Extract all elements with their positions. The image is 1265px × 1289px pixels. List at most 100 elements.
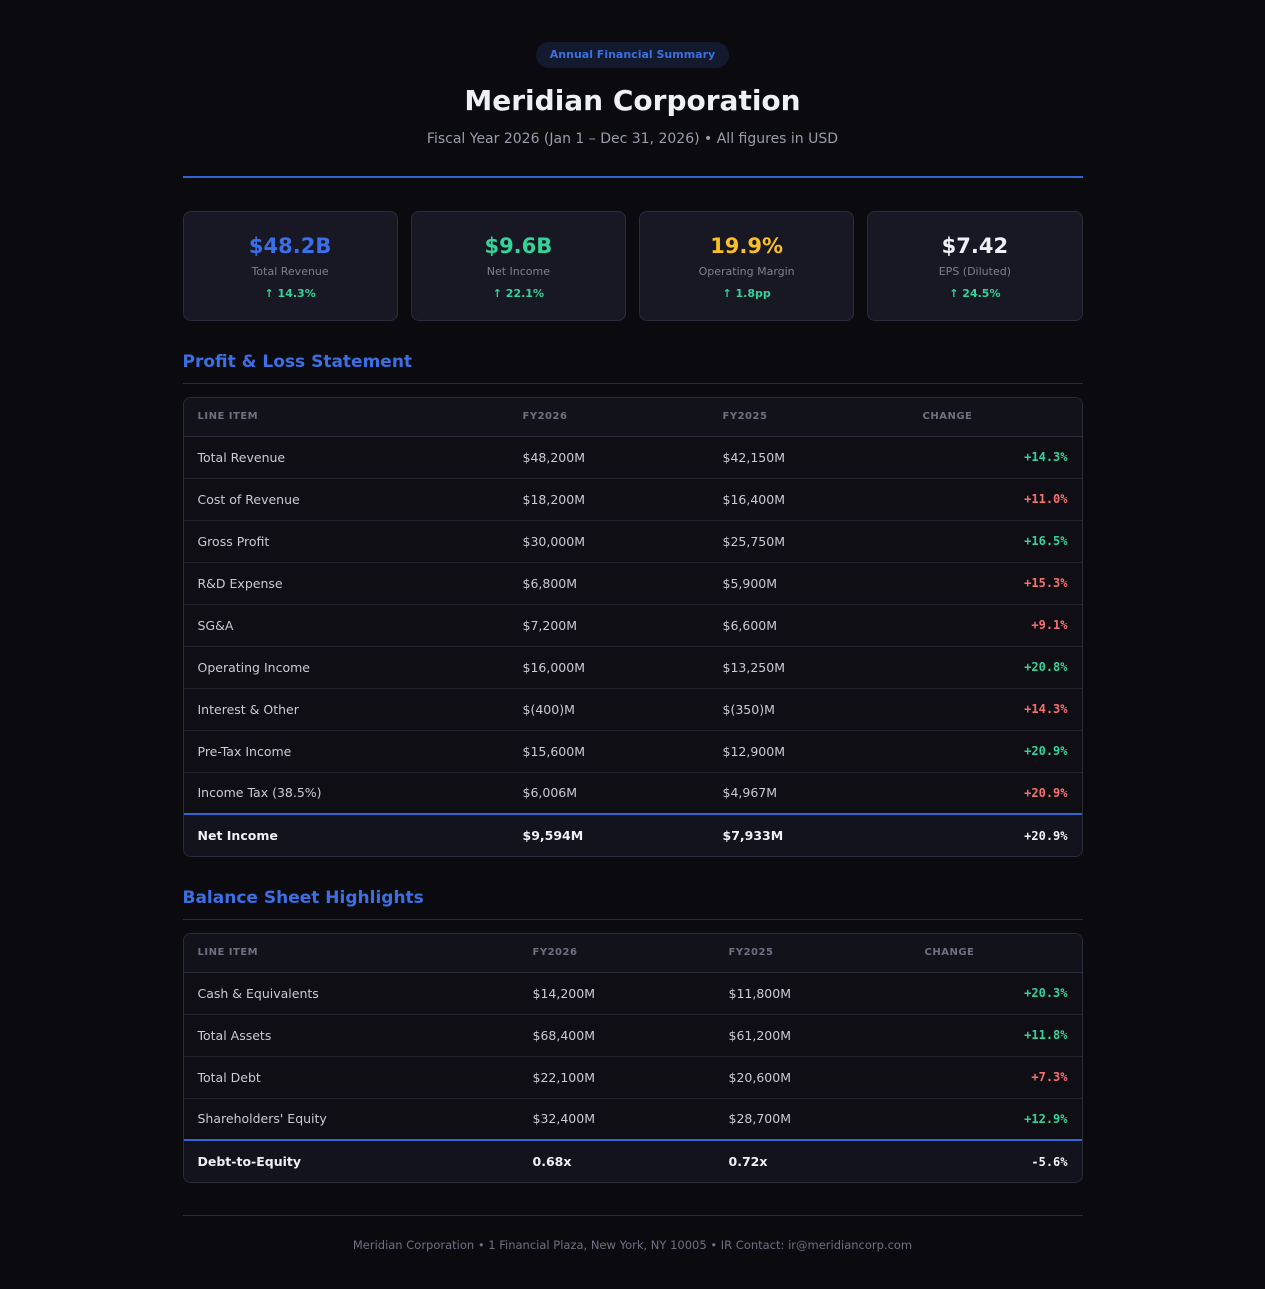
kpi-label: Total Revenue	[251, 265, 329, 278]
balance-table-card: LINE ITEM FY2026 FY2025 CHANGE Cash & Eq…	[182, 933, 1083, 1183]
kpi-delta: ↑ 1.8pp	[722, 287, 771, 300]
line-item-cell: R&D Expense	[183, 562, 509, 605]
fy2026-cell: $18,200M	[508, 478, 709, 521]
table-row: Cash & Equivalents $14,200M $11,800M +20.3%	[183, 972, 1082, 1015]
fy2026-cell: $(400)M	[508, 688, 709, 731]
kpi-value: 19.9%	[710, 234, 784, 258]
kpi-value: $7.42	[941, 234, 1009, 258]
fy2025-cell: $12,900M	[708, 730, 909, 773]
table-row: Pre-Tax Income $15,600M $12,900M +20.9%	[183, 730, 1082, 773]
kpi-label: Operating Margin	[698, 265, 795, 278]
balance-section-title: Balance Sheet Highlights	[182, 887, 1083, 920]
pnl-table: LINE ITEM FY2026 FY2025 CHANGE Total Rev…	[183, 398, 1082, 856]
table-row: Shareholders' Equity $32,400M $28,700M +12.…	[183, 1098, 1082, 1141]
kpi-card-net-income: $9.6B Net Income ↑ 22.1%	[410, 211, 626, 321]
line-item-cell: Gross Profit	[183, 520, 509, 563]
line-item-cell: Cost of Revenue	[183, 478, 509, 521]
column-header: FY2025	[708, 398, 909, 437]
table-row: Income Tax (38.5%) $6,006M $4,967M +20.9%	[183, 772, 1082, 815]
column-header: LINE ITEM	[183, 934, 519, 973]
line-item-cell: Total Revenue	[183, 436, 509, 479]
fy2026-cell: $14,200M	[518, 972, 715, 1015]
table-header-row: LINE ITEM FY2026 FY2025 CHANGE	[183, 934, 1082, 973]
change-cell: +11.0%	[908, 478, 1082, 521]
column-header: CHANGE	[908, 398, 1082, 437]
line-item-cell: Interest & Other	[183, 688, 509, 731]
header-divider	[182, 176, 1083, 178]
fy2025-cell: $(350)M	[708, 688, 909, 731]
report-header: Annual Financial Summary Meridian Corpor…	[182, 0, 1083, 178]
fy2026-cell: $30,000M	[508, 520, 709, 563]
change-cell: +9.1%	[908, 604, 1082, 647]
line-item-cell: SG&A	[183, 604, 509, 647]
table-row: Gross Profit $30,000M $25,750M +16.5%	[183, 520, 1082, 563]
change-cell: +7.3%	[910, 1056, 1082, 1099]
line-item-cell: Total Assets	[183, 1014, 519, 1057]
fy2026-cell: $22,100M	[518, 1056, 715, 1099]
change-cell: +12.9%	[910, 1098, 1082, 1141]
table-row: Interest & Other $(400)M $(350)M +14.3%	[183, 688, 1082, 731]
change-cell: +15.3%	[908, 562, 1082, 605]
fy2026-cell: $7,200M	[508, 604, 709, 647]
kpi-delta: ↑ 14.3%	[264, 287, 316, 300]
line-item-cell: Debt-to-Equity	[183, 1139, 519, 1182]
line-item-cell: Shareholders' Equity	[183, 1098, 519, 1141]
table-header-row: LINE ITEM FY2026 FY2025 CHANGE	[183, 398, 1082, 437]
line-item-cell: Net Income	[183, 813, 509, 856]
change-cell: +20.9%	[908, 730, 1082, 773]
fy2025-cell: $42,150M	[708, 436, 909, 479]
pnl-section-title: Profit & Loss Statement	[182, 351, 1083, 384]
change-cell: +11.8%	[910, 1014, 1082, 1057]
table-total-row: Debt-to-Equity 0.68x 0.72x -5.6%	[183, 1139, 1082, 1182]
line-item-cell: Operating Income	[183, 646, 509, 689]
table-row: Cost of Revenue $18,200M $16,400M +11.0%	[183, 478, 1082, 521]
column-header: FY2025	[714, 934, 911, 973]
kpi-delta: ↑ 24.5%	[949, 287, 1001, 300]
company-title: Meridian Corporation	[464, 84, 801, 117]
fy2025-cell: 0.72x	[714, 1139, 911, 1182]
change-cell: +20.3%	[910, 972, 1082, 1015]
change-cell: +14.3%	[908, 688, 1082, 731]
fy2025-cell: $25,750M	[708, 520, 909, 563]
kpi-value: $9.6B	[484, 234, 553, 258]
fy2026-cell: 0.68x	[518, 1139, 715, 1182]
fy2026-cell: $9,594M	[508, 813, 709, 856]
table-row: Operating Income $16,000M $13,250M +20.8%	[183, 646, 1082, 689]
line-item-cell: Pre-Tax Income	[183, 730, 509, 773]
report-type-badge: Annual Financial Summary	[535, 42, 730, 68]
kpi-value: $48.2B	[248, 234, 332, 258]
line-item-cell: Income Tax (38.5%)	[183, 772, 509, 815]
table-row: SG&A $7,200M $6,600M +9.1%	[183, 604, 1082, 647]
column-header: FY2026	[518, 934, 715, 973]
balance-table-body: Cash & Equivalents $14,200M $11,800M +20.3%…	[183, 972, 1082, 1182]
fy2026-cell: $32,400M	[518, 1098, 715, 1141]
column-header: LINE ITEM	[183, 398, 509, 437]
fy2026-cell: $15,600M	[508, 730, 709, 773]
fy2026-cell: $48,200M	[508, 436, 709, 479]
footer-contact-text: Meridian Corporation • 1 Financial Plaza…	[352, 1238, 913, 1252]
fy2025-cell: $13,250M	[708, 646, 909, 689]
fy2026-cell: $6,800M	[508, 562, 709, 605]
table-row: Total Debt $22,100M $20,600M +7.3%	[183, 1056, 1082, 1099]
fy2026-cell: $6,006M	[508, 772, 709, 815]
change-cell: +16.5%	[908, 520, 1082, 563]
fy2025-cell: $7,933M	[708, 813, 909, 856]
kpi-delta: ↑ 22.1%	[492, 287, 544, 300]
fy2026-cell: $68,400M	[518, 1014, 715, 1057]
table-row: Total Assets $68,400M $61,200M +11.8%	[183, 1014, 1082, 1057]
fy2026-cell: $16,000M	[508, 646, 709, 689]
kpi-label: EPS (Diluted)	[938, 265, 1011, 278]
table-row: Total Revenue $48,200M $42,150M +14.3%	[183, 436, 1082, 479]
fy2025-cell: $6,600M	[708, 604, 909, 647]
kpi-card-eps: $7.42 EPS (Diluted) ↑ 24.5%	[867, 211, 1083, 321]
fy2025-cell: $28,700M	[714, 1098, 911, 1141]
kpi-card-revenue: $48.2B Total Revenue ↑ 14.3%	[182, 211, 398, 321]
table-total-row: Net Income $9,594M $7,933M +20.9%	[183, 813, 1082, 856]
table-row: R&D Expense $6,800M $5,900M +15.3%	[183, 562, 1082, 605]
fy2025-cell: $16,400M	[708, 478, 909, 521]
change-cell: +14.3%	[908, 436, 1082, 479]
fy2025-cell: $20,600M	[714, 1056, 911, 1099]
line-item-cell: Total Debt	[183, 1056, 519, 1099]
kpi-label: Net Income	[486, 265, 551, 278]
change-cell: +20.9%	[908, 813, 1082, 856]
